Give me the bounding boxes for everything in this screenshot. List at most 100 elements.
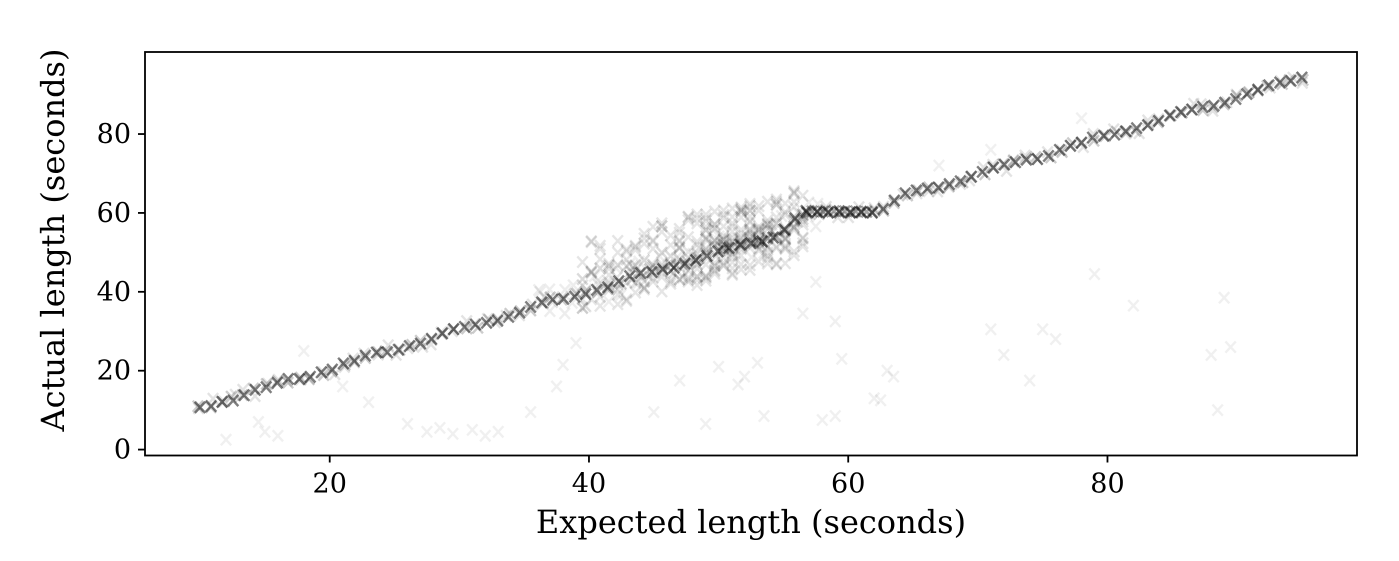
data-point-marker [743,233,757,247]
data-point-marker [682,210,695,224]
data-point-marker [1185,103,1198,116]
data-point-marker [1163,109,1176,123]
data-point-marker [699,232,712,246]
data-point-marker [984,322,997,336]
data-point-marker [743,214,757,228]
data-point-marker [447,322,460,336]
data-point-marker [752,234,765,247]
data-point-marker [638,227,651,241]
data-point-marker [735,226,748,240]
data-point-marker [690,258,704,271]
data-point-marker [648,266,661,279]
data-point-marker [701,251,714,265]
data-point-marker [303,371,316,385]
data-point-marker [191,399,205,413]
data-point-marker [779,242,792,256]
data-point-marker [743,197,757,211]
data-point-marker [638,281,651,295]
data-point-marker [822,205,835,219]
data-point-marker [647,405,660,419]
data-point-marker [1119,127,1132,140]
data-point-marker [594,290,607,304]
data-point-marker [954,177,967,191]
data-point-marker [717,211,730,225]
data-point-marker [735,235,748,249]
data-point-marker [690,207,704,221]
data-point-marker [897,188,910,201]
data-point-marker [708,234,721,248]
data-point-marker [336,380,349,393]
data-point-marker [770,195,783,209]
data-point-marker [1206,100,1219,114]
data-point-marker [514,304,527,318]
data-point-marker [768,230,781,244]
data-point-marker [1230,88,1243,102]
data-point-marker [643,270,656,284]
data-point-marker [1230,89,1243,103]
data-point-marker [611,277,624,291]
data-point-marker [779,241,792,255]
data-point-marker [500,309,513,323]
data-point-marker [712,360,725,374]
data-point-marker [620,275,633,289]
data-point-marker [717,233,730,247]
data-point-marker [708,259,721,273]
data-point-marker [758,236,771,250]
data-point-marker [986,158,999,172]
data-point-marker [682,245,695,259]
data-point-marker [954,174,967,188]
data-point-marker [435,326,448,339]
data-point-marker [700,246,713,260]
data-point-marker [1151,115,1164,129]
data-point-marker [1075,136,1088,149]
data-point-marker [1264,81,1277,94]
data-point-marker [1009,155,1022,169]
data-point-marker [791,215,804,229]
data-point-marker [712,230,725,243]
data-point-marker [855,206,868,220]
data-point-marker [468,317,481,331]
data-point-marker [624,265,637,278]
data-point-marker [708,233,721,247]
data-point-marker [1119,124,1132,138]
data-point-marker [922,181,935,194]
data-point-marker [796,215,809,228]
data-point-marker [414,337,427,350]
data-point-marker [1031,152,1044,166]
data-point-marker [623,257,636,271]
data-point-marker [1186,103,1199,117]
data-point-marker [325,365,338,378]
data-point-marker [1099,129,1112,143]
data-point-marker [489,315,502,329]
data-point-marker [247,382,260,395]
data-point-marker [796,218,809,231]
data-point-marker [770,198,783,212]
data-point-marker [558,307,571,320]
data-point-marker [787,210,801,224]
data-point-marker [761,231,774,245]
data-point-marker [1141,118,1154,132]
data-point-marker [733,238,747,252]
data-point-marker [585,266,598,280]
data-point-marker [379,344,392,358]
data-point-marker [682,275,695,288]
data-point-marker [761,239,774,253]
data-point-marker [1087,134,1100,148]
data-point-marker [326,363,339,376]
data-point-marker [1142,118,1155,131]
data-point-marker [633,267,646,281]
data-point-marker [602,268,616,282]
data-point-marker [779,222,792,236]
data-point-marker [1218,96,1231,110]
data-point-marker [611,234,624,248]
data-point-marker [569,336,583,350]
data-point-marker [731,249,744,263]
data-point-marker [752,244,765,257]
data-point-marker [726,245,739,259]
data-point-marker [401,341,414,355]
data-point-marker [579,299,592,313]
data-point-marker [655,219,668,233]
data-point-marker [682,230,695,244]
data-point-marker [568,287,582,301]
